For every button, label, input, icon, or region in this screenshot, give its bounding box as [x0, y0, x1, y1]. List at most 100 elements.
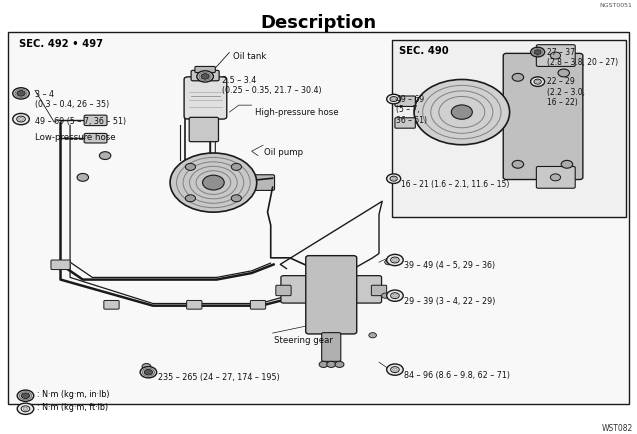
Text: Steering gear: Steering gear	[274, 335, 333, 344]
Circle shape	[21, 406, 30, 412]
Circle shape	[387, 174, 401, 184]
Circle shape	[387, 95, 401, 105]
FancyBboxPatch shape	[395, 97, 415, 107]
Circle shape	[142, 364, 151, 370]
FancyBboxPatch shape	[250, 301, 266, 309]
Circle shape	[185, 195, 196, 202]
Text: High-pressure hose: High-pressure hose	[255, 108, 338, 117]
FancyBboxPatch shape	[536, 46, 575, 67]
FancyBboxPatch shape	[187, 301, 202, 309]
Circle shape	[319, 362, 328, 368]
FancyBboxPatch shape	[191, 71, 219, 82]
Text: Oil pump: Oil pump	[264, 148, 303, 157]
Circle shape	[17, 117, 25, 123]
Circle shape	[550, 53, 561, 60]
Circle shape	[17, 403, 34, 414]
Circle shape	[77, 174, 89, 182]
Circle shape	[534, 51, 541, 56]
FancyBboxPatch shape	[84, 134, 107, 144]
Circle shape	[392, 178, 396, 181]
FancyBboxPatch shape	[189, 118, 218, 142]
Text: Description: Description	[261, 14, 376, 32]
Circle shape	[451, 105, 473, 120]
FancyBboxPatch shape	[84, 116, 107, 126]
Circle shape	[145, 370, 153, 375]
FancyBboxPatch shape	[322, 333, 341, 362]
Text: 27 – 37
(2.8 – 3.8, 20 – 27): 27 – 37 (2.8 – 3.8, 20 – 27)	[547, 48, 618, 67]
Circle shape	[327, 362, 336, 368]
Circle shape	[17, 92, 25, 97]
FancyBboxPatch shape	[184, 78, 227, 120]
Text: WST082: WST082	[601, 423, 633, 432]
Circle shape	[335, 362, 344, 368]
Circle shape	[561, 161, 573, 169]
Text: 49 – 69 (5 – 7, 36 – 51): 49 – 69 (5 – 7, 36 – 51)	[35, 117, 126, 126]
Text: SEC. 492 • 497: SEC. 492 • 497	[19, 39, 103, 49]
Circle shape	[170, 154, 257, 213]
Text: 84 – 96 (8.6 – 9.8, 62 – 71): 84 – 96 (8.6 – 9.8, 62 – 71)	[404, 370, 510, 379]
Circle shape	[390, 177, 397, 182]
Circle shape	[531, 78, 545, 87]
Circle shape	[231, 164, 241, 171]
FancyBboxPatch shape	[536, 167, 575, 189]
FancyBboxPatch shape	[195, 67, 215, 73]
Circle shape	[512, 161, 524, 169]
Circle shape	[414, 80, 510, 145]
Circle shape	[18, 118, 24, 122]
FancyBboxPatch shape	[252, 175, 275, 191]
Circle shape	[392, 368, 397, 372]
Circle shape	[550, 174, 561, 181]
Text: : N·m (kg·m, ft·lb): : N·m (kg·m, ft·lb)	[37, 402, 108, 411]
Circle shape	[392, 99, 396, 101]
FancyBboxPatch shape	[276, 286, 291, 296]
Circle shape	[558, 70, 569, 78]
Circle shape	[382, 293, 389, 299]
Circle shape	[390, 293, 399, 299]
Circle shape	[387, 255, 403, 266]
Circle shape	[390, 97, 397, 102]
Text: Oil tank: Oil tank	[233, 52, 266, 61]
Text: SEC. 490: SEC. 490	[399, 46, 449, 56]
Circle shape	[369, 333, 376, 338]
Circle shape	[23, 407, 28, 411]
FancyBboxPatch shape	[503, 54, 583, 180]
FancyBboxPatch shape	[104, 301, 119, 309]
Circle shape	[203, 176, 224, 191]
Circle shape	[231, 195, 241, 202]
Circle shape	[185, 164, 196, 171]
Text: : N·m (kg·m, in·lb): : N·m (kg·m, in·lb)	[37, 389, 110, 398]
Circle shape	[13, 114, 29, 125]
Text: 22 – 29
(2.2 – 3.0,
16 – 22): 22 – 29 (2.2 – 3.0, 16 – 22)	[547, 77, 585, 107]
Circle shape	[392, 294, 397, 298]
Bar	[8, 33, 629, 404]
FancyBboxPatch shape	[371, 286, 387, 296]
Text: 16 – 21 (1.6 – 2.1, 11.6 – 15): 16 – 21 (1.6 – 2.1, 11.6 – 15)	[401, 179, 510, 188]
Circle shape	[22, 393, 29, 398]
Circle shape	[99, 152, 111, 160]
Circle shape	[197, 72, 213, 83]
Text: 3 – 4
(0.3 – 0.4, 26 – 35): 3 – 4 (0.3 – 0.4, 26 – 35)	[35, 90, 110, 109]
Circle shape	[536, 81, 540, 84]
Circle shape	[385, 260, 392, 265]
Text: 235 – 265 (24 – 27, 174 – 195): 235 – 265 (24 – 27, 174 – 195)	[158, 372, 280, 381]
Circle shape	[13, 89, 29, 100]
Circle shape	[390, 367, 399, 373]
Circle shape	[140, 367, 157, 378]
Circle shape	[534, 80, 541, 85]
Bar	[392, 41, 626, 217]
Circle shape	[531, 48, 545, 58]
Text: NGST0051: NGST0051	[599, 3, 633, 8]
Circle shape	[390, 257, 399, 263]
Circle shape	[201, 75, 209, 80]
Text: 49 – 69
(5 – 7,
36 – 51): 49 – 69 (5 – 7, 36 – 51)	[396, 95, 427, 125]
Circle shape	[512, 74, 524, 82]
Circle shape	[387, 364, 403, 375]
Text: Low-pressure hose: Low-pressure hose	[35, 132, 116, 141]
Text: 29 – 39 (3 – 4, 22 – 29): 29 – 39 (3 – 4, 22 – 29)	[404, 296, 495, 305]
Text: 39 – 49 (4 – 5, 29 – 36): 39 – 49 (4 – 5, 29 – 36)	[404, 260, 495, 270]
FancyBboxPatch shape	[395, 118, 415, 129]
Circle shape	[17, 390, 34, 401]
Text: 2.5 – 3.4
(0.25 – 0.35, 21.7 – 30.4): 2.5 – 3.4 (0.25 – 0.35, 21.7 – 30.4)	[222, 76, 321, 95]
Circle shape	[392, 259, 397, 262]
FancyBboxPatch shape	[306, 256, 357, 334]
